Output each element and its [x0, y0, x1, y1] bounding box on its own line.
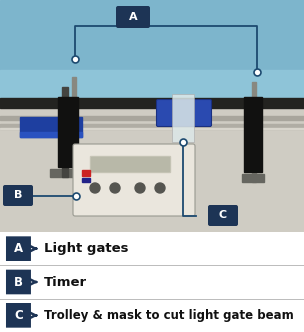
FancyBboxPatch shape [3, 185, 33, 206]
Text: C: C [219, 210, 227, 220]
Bar [244, 97, 262, 172]
Text: B: B [14, 276, 23, 289]
Text: Light gates: Light gates [44, 242, 128, 255]
FancyBboxPatch shape [73, 144, 195, 216]
Bar [0, 98, 304, 108]
Bar [0, 100, 304, 232]
FancyBboxPatch shape [116, 6, 150, 28]
Circle shape [155, 183, 165, 193]
Bar [0, 116, 304, 120]
Bar [72, 77, 76, 177]
Bar [90, 156, 170, 172]
FancyBboxPatch shape [6, 236, 31, 261]
Text: Trolley & mask to cut light gate beam: Trolley & mask to cut light gate beam [44, 309, 294, 322]
Bar [0, 0, 304, 100]
Text: C: C [14, 309, 23, 322]
Bar [172, 94, 194, 142]
Circle shape [135, 183, 145, 193]
Bar [58, 97, 78, 167]
Bar [0, 100, 304, 232]
Bar [20, 117, 82, 137]
FancyBboxPatch shape [6, 270, 31, 294]
Bar [82, 178, 90, 182]
Bar [50, 169, 78, 177]
Circle shape [110, 183, 120, 193]
Text: A: A [129, 12, 137, 22]
Circle shape [90, 183, 100, 193]
Bar [20, 132, 82, 137]
Bar [82, 170, 90, 176]
Bar [0, 124, 304, 129]
Bar [242, 174, 264, 182]
FancyBboxPatch shape [157, 100, 212, 126]
FancyBboxPatch shape [6, 303, 31, 328]
Bar [0, 127, 304, 129]
Bar [0, 70, 304, 100]
Bar [62, 87, 68, 177]
Bar [91, 157, 169, 171]
Bar [252, 82, 256, 182]
FancyBboxPatch shape [208, 205, 238, 226]
Text: Timer: Timer [44, 276, 87, 289]
Text: B: B [14, 191, 22, 201]
Text: A: A [14, 242, 23, 255]
